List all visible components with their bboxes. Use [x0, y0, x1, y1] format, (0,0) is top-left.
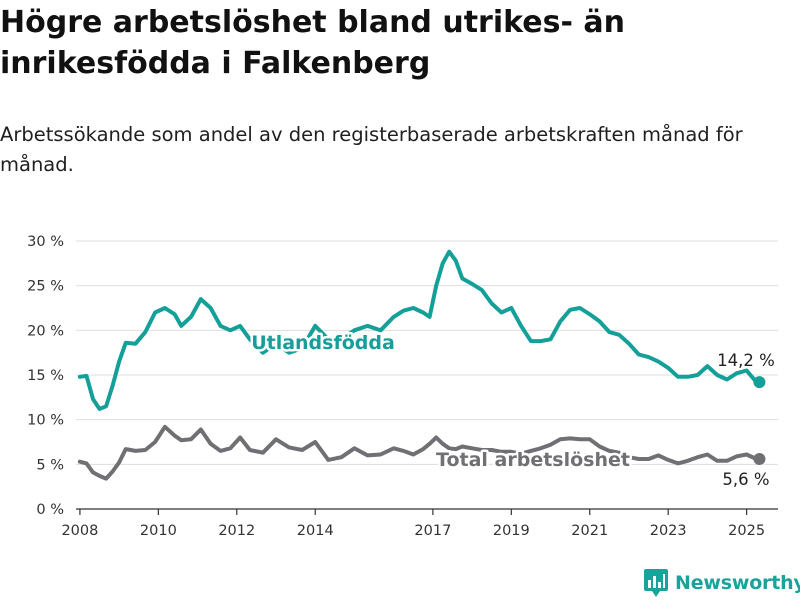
page-title: Högre arbetslöshet bland utrikes- än inr…	[0, 5, 625, 81]
x-tick-label: 2014	[297, 523, 334, 539]
end-value-label: 5,6 %	[722, 470, 769, 489]
x-tick-label: 2008	[61, 523, 98, 539]
bar-chart-logo-icon	[644, 569, 668, 597]
y-tick-label: 20 %	[27, 323, 64, 339]
x-tick-label: 2010	[140, 523, 177, 539]
brand-name: Newsworthy	[675, 572, 800, 594]
series-label: Total arbetslöshet	[436, 449, 630, 471]
x-tick-label: 2012	[218, 523, 255, 539]
series-label: Utlandsfödda	[251, 332, 395, 354]
x-tick-label: 2017	[414, 523, 451, 539]
series-line-total-arbetslöshet	[77, 424, 759, 481]
last-point-marker	[753, 376, 766, 389]
newsworthy-logo: Newsworthy	[644, 569, 800, 597]
y-tick-label: 25 %	[27, 279, 64, 295]
y-tick-label: 5 %	[36, 457, 64, 473]
page-subtitle: Arbetssökande som andel av den registerb…	[0, 123, 743, 176]
x-tick-label: 2019	[493, 523, 530, 539]
y-tick-label: 10 %	[27, 413, 64, 429]
y-tick-label: 15 %	[27, 368, 64, 384]
y-tick-label: 0 %	[36, 502, 64, 518]
x-tick-label: 2025	[728, 523, 765, 539]
line-chart: 0 % 5 % 10 % 15 % 20 % 25 % 30 % 2008 2010 2012 20…	[27, 234, 778, 539]
y-tick-label: 30 %	[27, 234, 64, 250]
x-tick-label: 2023	[650, 523, 687, 539]
x-tick-label: 2021	[571, 523, 608, 539]
end-value-label: 14,2 %	[717, 351, 775, 370]
series-line-utlandsfödda	[77, 249, 759, 411]
last-point-marker	[753, 452, 766, 465]
